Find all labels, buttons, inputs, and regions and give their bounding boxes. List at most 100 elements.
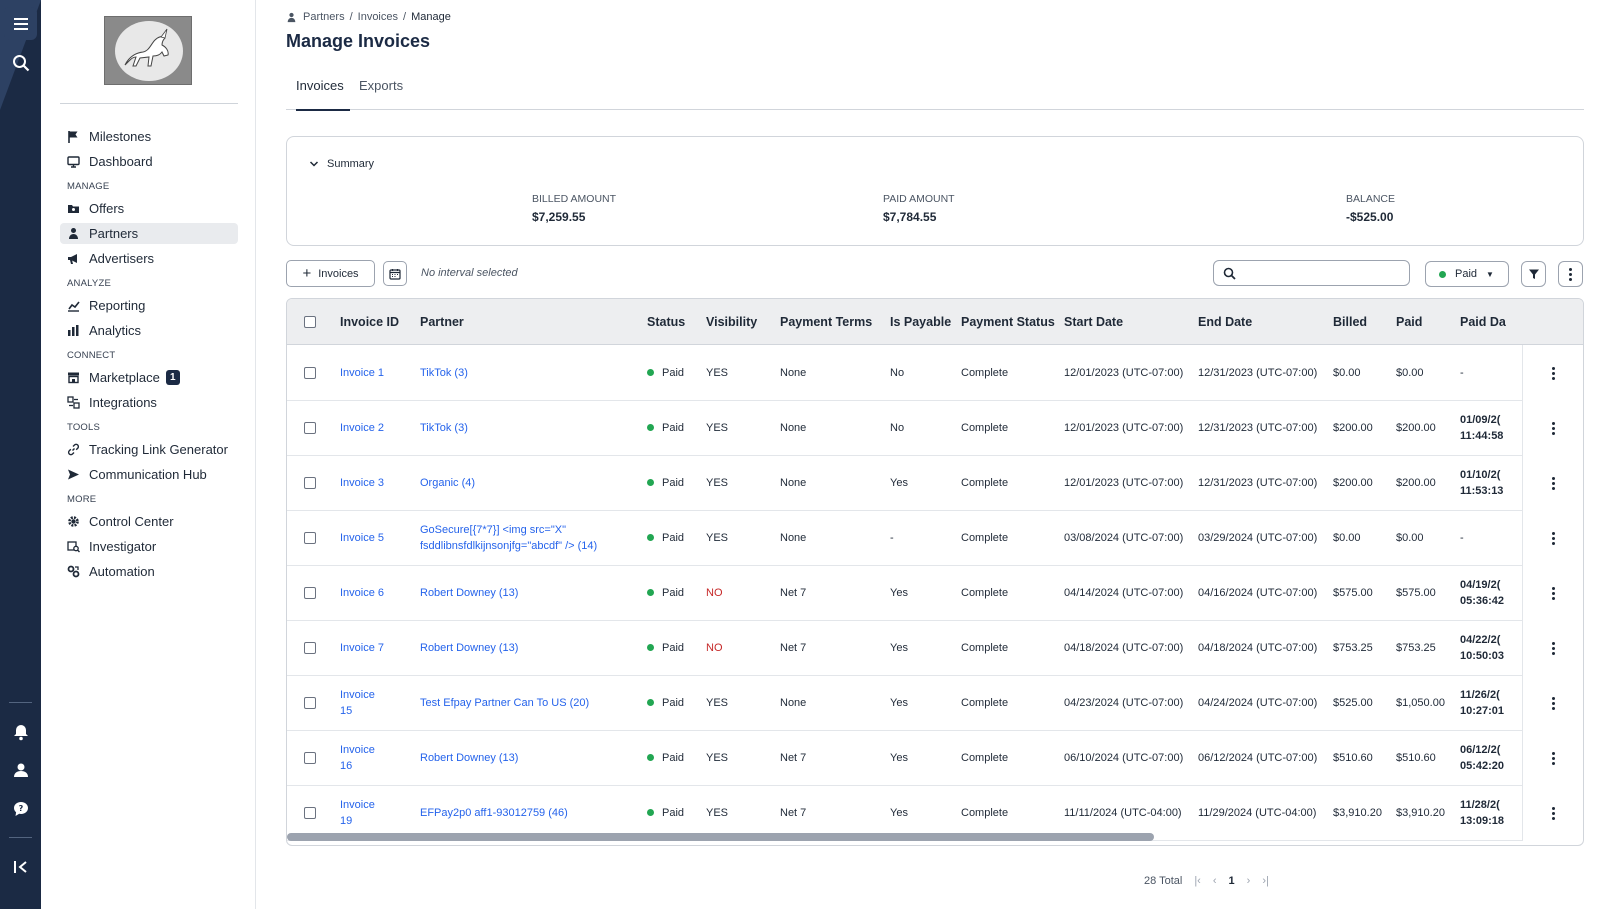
col-partner[interactable]: Partner bbox=[420, 315, 464, 329]
invoice-id-link[interactable]: Invoice 7 bbox=[340, 641, 385, 654]
invoice-id-link[interactable]: Invoice 6 bbox=[340, 586, 385, 599]
row-actions-button[interactable] bbox=[1522, 675, 1583, 731]
partner-link[interactable]: Robert Downey (13) bbox=[420, 586, 519, 599]
row-actions-button[interactable] bbox=[1522, 565, 1583, 621]
invoice-id-link[interactable]: Invoice 3 bbox=[340, 476, 385, 489]
col-paid-date[interactable]: Paid Da bbox=[1460, 315, 1506, 329]
row-checkbox[interactable] bbox=[304, 421, 316, 434]
row-checkbox[interactable] bbox=[304, 366, 316, 379]
last-page-icon[interactable]: ›| bbox=[1262, 875, 1269, 887]
partner-link[interactable]: TikTok (3) bbox=[420, 366, 468, 379]
partner-link[interactable]: Robert Downey (13) bbox=[420, 751, 519, 764]
sidebar-item-investigator[interactable]: Investigator bbox=[60, 536, 238, 557]
table-row[interactable]: Invoice 2 TikTok (3) Paid YES None No Complete… bbox=[287, 400, 1583, 456]
row-checkbox[interactable] bbox=[304, 806, 316, 819]
table-row[interactable]: Invoice 16 Robert Downey (13) Paid YES Net 7… bbox=[287, 730, 1583, 786]
paid-time-text: 10:27:01 bbox=[1460, 705, 1505, 717]
more-options-button[interactable] bbox=[1558, 261, 1583, 287]
row-actions-button[interactable] bbox=[1522, 510, 1583, 566]
row-checkbox[interactable] bbox=[304, 586, 316, 599]
row-checkbox[interactable] bbox=[304, 696, 316, 709]
invoice-id-link[interactable]: Invoice 16 bbox=[340, 743, 375, 772]
next-page-icon[interactable]: › bbox=[1246, 875, 1251, 887]
sidebar-item-control-center[interactable]: Control Center bbox=[60, 511, 238, 532]
partner-link[interactable]: GoSecure[{7*7}] <img src="X" fsddlibnsfd… bbox=[420, 523, 598, 552]
table-row[interactable]: Invoice 6 Robert Downey (13) Paid NO Net 7 Ye… bbox=[287, 565, 1583, 621]
user-icon[interactable] bbox=[4, 753, 37, 786]
prev-page-icon[interactable]: ‹ bbox=[1212, 875, 1217, 887]
row-checkbox[interactable] bbox=[304, 751, 316, 764]
partner-link[interactable]: TikTok (3) bbox=[420, 421, 468, 434]
sidebar-item-partners[interactable]: Partners bbox=[60, 223, 238, 244]
col-end-date[interactable]: End Date bbox=[1198, 315, 1253, 329]
date-range-button[interactable] bbox=[383, 261, 407, 286]
bell-icon[interactable] bbox=[4, 715, 37, 748]
sidebar-item-dashboard[interactable]: Dashboard bbox=[60, 151, 238, 172]
sidebar-item-marketplace[interactable]: Marketplace 1 bbox=[60, 367, 238, 388]
collapse-icon[interactable] bbox=[4, 850, 37, 883]
row-checkbox[interactable] bbox=[304, 641, 316, 654]
paid-cell: $3,910.20 bbox=[1396, 806, 1445, 819]
add-invoice-button[interactable]: + Invoices bbox=[286, 260, 375, 287]
sidebar-item-reporting[interactable]: Reporting bbox=[60, 295, 238, 316]
table-row[interactable]: Invoice 3 Organic (4) Paid YES None Yes Comple… bbox=[287, 455, 1583, 511]
col-payment-status[interactable]: Payment Status bbox=[961, 315, 1055, 329]
sidebar-item-label: Dashboard bbox=[89, 154, 153, 169]
summary-toggle[interactable]: Summary bbox=[309, 158, 374, 170]
row-actions-button[interactable] bbox=[1522, 785, 1583, 841]
row-actions-button[interactable] bbox=[1522, 730, 1583, 786]
row-checkbox[interactable] bbox=[304, 531, 316, 544]
col-payment-terms[interactable]: Payment Terms bbox=[780, 315, 873, 329]
sidebar-item-analytics[interactable]: Analytics bbox=[60, 320, 238, 341]
row-actions-button[interactable] bbox=[1522, 345, 1583, 401]
tab-exports[interactable]: Exports bbox=[359, 78, 404, 93]
col-invoice-id[interactable]: Invoice ID bbox=[340, 315, 400, 329]
horizontal-scrollbar[interactable] bbox=[287, 833, 1154, 841]
invoice-id-link[interactable]: Invoice 1 bbox=[340, 366, 385, 379]
paid-time-text: 05:36:42 bbox=[1460, 595, 1505, 607]
billed-cell: $575.00 bbox=[1333, 586, 1373, 599]
sidebar-item-automation[interactable]: Automation bbox=[60, 561, 238, 582]
sidebar-item-advertisers[interactable]: Advertisers bbox=[60, 248, 238, 269]
col-start-date[interactable]: Start Date bbox=[1064, 315, 1124, 329]
table-row[interactable]: Invoice 15 Test Efpay Partner Can To US (… bbox=[287, 675, 1583, 731]
col-paid[interactable]: Paid bbox=[1396, 315, 1423, 329]
status-filter-dropdown[interactable]: Paid ▼ bbox=[1425, 261, 1509, 287]
first-page-icon[interactable]: |‹ bbox=[1194, 875, 1201, 887]
invoice-id-link[interactable]: Invoice 5 bbox=[340, 531, 385, 544]
sidebar-item-communication-hub[interactable]: Communication Hub bbox=[60, 464, 238, 485]
partner-link[interactable]: Organic (4) bbox=[420, 476, 476, 489]
invoice-id-link[interactable]: Invoice 15 bbox=[340, 688, 375, 717]
partner-link[interactable]: Test Efpay Partner Can To US (20) bbox=[420, 696, 590, 709]
sidebar-item-tracking-link-generator[interactable]: Tracking Link Generator bbox=[60, 439, 238, 460]
sidebar-item-offers[interactable]: Offers bbox=[60, 198, 238, 219]
row-actions-button[interactable] bbox=[1522, 455, 1583, 511]
invoice-id-link[interactable]: Invoice 19 bbox=[340, 798, 375, 827]
select-all-checkbox[interactable] bbox=[304, 316, 316, 328]
menu-icon[interactable] bbox=[4, 7, 37, 40]
invoice-id-link[interactable]: Invoice 2 bbox=[340, 421, 385, 434]
col-visibility[interactable]: Visibility bbox=[706, 315, 758, 329]
search-input[interactable] bbox=[1213, 260, 1410, 286]
table-row[interactable]: Invoice 5 GoSecure[{7*7}] <img src="X" fs… bbox=[287, 510, 1583, 566]
sidebar-item-integrations[interactable]: Integrations bbox=[60, 392, 238, 413]
col-status[interactable]: Status bbox=[647, 315, 686, 329]
current-page[interactable]: 1 bbox=[1228, 875, 1235, 887]
row-actions-button[interactable] bbox=[1522, 620, 1583, 676]
sidebar-item-milestones[interactable]: Milestones bbox=[60, 126, 238, 147]
col-is-payable[interactable]: Is Payable bbox=[890, 315, 952, 329]
col-billed[interactable]: Billed bbox=[1333, 315, 1368, 329]
table-row[interactable]: Invoice 1 TikTok (3) Paid YES None No Complete… bbox=[287, 345, 1583, 401]
help-icon[interactable]: ? bbox=[4, 792, 37, 825]
row-checkbox[interactable] bbox=[304, 476, 316, 489]
search-icon[interactable] bbox=[4, 46, 37, 79]
partner-link[interactable]: Robert Downey (13) bbox=[420, 641, 519, 654]
partner-link[interactable]: EFPay2p0 aff1-93012759 (46) bbox=[420, 806, 568, 819]
breadcrumb-partners[interactable]: Partners bbox=[303, 11, 345, 23]
table-row[interactable]: Invoice 7 Robert Downey (13) Paid NO Net 7 Ye… bbox=[287, 620, 1583, 676]
start-date-cell: 12/01/2023 (UTC-07:00) bbox=[1064, 366, 1184, 379]
row-actions-button[interactable] bbox=[1522, 400, 1583, 456]
filter-button[interactable] bbox=[1521, 261, 1546, 287]
breadcrumb-invoices[interactable]: Invoices bbox=[357, 11, 398, 23]
tab-invoices[interactable]: Invoices bbox=[296, 78, 350, 111]
